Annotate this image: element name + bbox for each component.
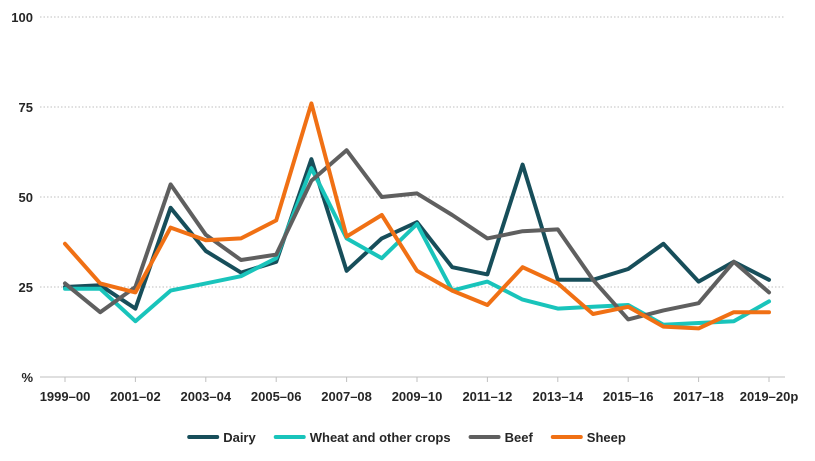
y-tick-label: 50 bbox=[19, 190, 33, 205]
y-tick-label: 25 bbox=[19, 280, 33, 295]
x-tick-label: 2005–06 bbox=[251, 389, 302, 404]
legend-label-dairy: Dairy bbox=[223, 430, 256, 445]
axes bbox=[40, 376, 785, 382]
x-tick-label: 2009–10 bbox=[392, 389, 443, 404]
x-tick-label: 2017–18 bbox=[673, 389, 724, 404]
x-tick-label: 2015–16 bbox=[603, 389, 654, 404]
series-line-beef bbox=[63, 148, 771, 322]
x-tick-label: 1999–00 bbox=[40, 389, 91, 404]
x-tick-label: 2011–12 bbox=[462, 389, 512, 404]
y-tick-labels: 100 75 50 25% bbox=[11, 10, 33, 385]
x-tick-label: 2007–08 bbox=[321, 389, 372, 404]
y-tick-label: 75 bbox=[19, 100, 33, 115]
series-lines bbox=[63, 101, 771, 331]
x-tick-labels: 1999–00 2001–02 2003–04 2005–06 2007–08 2009–… bbox=[40, 389, 799, 404]
series-line-sheep bbox=[63, 101, 771, 331]
x-tick-label: 2003–04 bbox=[180, 389, 231, 404]
legend-label-beef: Beef bbox=[505, 430, 534, 445]
legend: Dairy Wheat and other crops Beef Sheep bbox=[187, 430, 626, 445]
series-line-dairy bbox=[63, 157, 771, 311]
y-tick-label: 100 bbox=[11, 10, 33, 25]
x-tick-label: 2001–02 bbox=[110, 389, 161, 404]
x-tick-label: 2013–14 bbox=[532, 389, 583, 404]
legend-label-sheep: Sheep bbox=[587, 430, 626, 445]
legend-label-wheat-and-other-crops: Wheat and other crops bbox=[310, 430, 451, 445]
y-tick-label: % bbox=[21, 370, 33, 385]
gridlines bbox=[40, 16, 785, 288]
x-tick-label: 2019–20p bbox=[740, 389, 799, 404]
